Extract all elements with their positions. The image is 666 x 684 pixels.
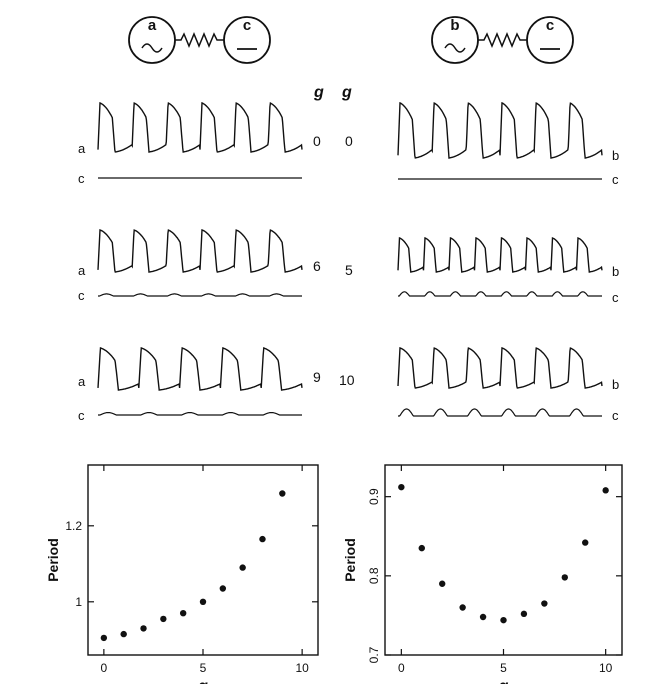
y-tick-label: 0.8 <box>367 567 381 584</box>
trace-label-c: c <box>612 290 619 305</box>
right-g-header: g <box>341 84 352 101</box>
trace-label-b: b <box>612 264 619 279</box>
trace-label-c: c <box>78 171 85 186</box>
x-tick-label: 0 <box>101 661 108 675</box>
g-value: 0 <box>345 133 353 149</box>
left-trace-row-1: a c 0 <box>78 103 321 186</box>
trace-label-c: c <box>78 288 85 303</box>
trace-label-b: b <box>612 377 619 392</box>
sine-wave-icon <box>445 44 465 52</box>
y-tick-label: 0.9 <box>367 488 381 505</box>
trace-label-c: c <box>612 408 619 423</box>
left-coupling-diagram: a c <box>129 17 270 63</box>
data-point <box>101 635 107 641</box>
voltage-trace-a <box>98 103 302 152</box>
data-point <box>220 585 226 591</box>
oscillator-a-label: a <box>148 17 157 34</box>
voltage-trace-c <box>98 413 302 415</box>
y-tick-label: 0.7 <box>367 646 381 663</box>
voltage-trace-b <box>398 348 602 388</box>
trace-label-a: a <box>78 141 86 156</box>
y-axis-label: Period <box>342 538 358 582</box>
left-trace-row-2: a c 6 <box>78 230 321 303</box>
right-period-plot: 0 5 10 0.7 0.8 0.9 g Period <box>342 465 622 684</box>
x-tick-label: 10 <box>295 661 309 675</box>
sine-wave-icon <box>142 44 162 52</box>
left-g-header: g <box>313 84 324 101</box>
voltage-trace-c <box>398 292 602 296</box>
data-point <box>279 490 285 496</box>
trace-label-c: c <box>612 172 619 187</box>
x-tick-label: 0 <box>398 661 405 675</box>
g-value: 5 <box>345 262 353 278</box>
spring-coupling-icon <box>175 34 224 46</box>
data-point <box>120 631 126 637</box>
data-point <box>180 610 186 616</box>
data-point <box>419 545 425 551</box>
data-point <box>140 625 146 631</box>
voltage-trace-a <box>98 348 302 390</box>
data-point <box>160 616 166 622</box>
voltage-trace-c <box>398 409 602 416</box>
g-value: 9 <box>313 369 321 385</box>
data-point <box>459 604 465 610</box>
cell-c-label: c <box>243 17 251 34</box>
g-value: 6 <box>313 258 321 274</box>
data-point <box>562 574 568 580</box>
data-point <box>200 599 206 605</box>
g-value: 0 <box>313 133 321 149</box>
x-tick-label: 5 <box>200 661 207 675</box>
x-tick-label: 10 <box>599 661 613 675</box>
voltage-trace-a <box>98 230 302 272</box>
y-axis-label: Period <box>45 538 61 582</box>
trace-label-c: c <box>78 408 85 423</box>
trace-label-b: b <box>612 148 619 163</box>
y-tick-label: 1 <box>75 595 82 609</box>
right-trace-row-2: 5 b c <box>345 238 619 305</box>
data-point <box>602 487 608 493</box>
data-point <box>480 614 486 620</box>
data-point <box>500 617 506 623</box>
data-point <box>259 536 265 542</box>
x-tick-label: 5 <box>500 661 507 675</box>
data-point <box>439 581 445 587</box>
trace-label-a: a <box>78 263 86 278</box>
right-trace-row-1: 0 b c <box>345 103 619 187</box>
data-point <box>541 600 547 606</box>
x-axis-label: g <box>197 678 208 684</box>
voltage-trace-b <box>398 238 602 272</box>
y-tick-label: 1.2 <box>65 519 82 533</box>
data-point <box>239 564 245 570</box>
voltage-trace-c <box>98 294 302 296</box>
spring-coupling-icon <box>478 34 527 46</box>
oscillator-b-label: b <box>450 17 459 34</box>
plot-frame <box>385 465 622 655</box>
left-trace-row-3: a c 9 <box>78 348 321 423</box>
voltage-trace-b <box>398 103 602 158</box>
x-axis-label: g <box>498 678 509 684</box>
data-point <box>582 539 588 545</box>
data-point <box>398 484 404 490</box>
left-period-plot: 0 5 10 1 1.2 g Period <box>45 465 318 684</box>
g-value: 10 <box>339 372 355 388</box>
right-coupling-diagram: b c <box>432 17 573 63</box>
trace-label-a: a <box>78 374 86 389</box>
right-trace-row-3: 10 b c <box>339 348 619 423</box>
cell-c-label: c <box>546 17 554 34</box>
data-point <box>521 611 527 617</box>
